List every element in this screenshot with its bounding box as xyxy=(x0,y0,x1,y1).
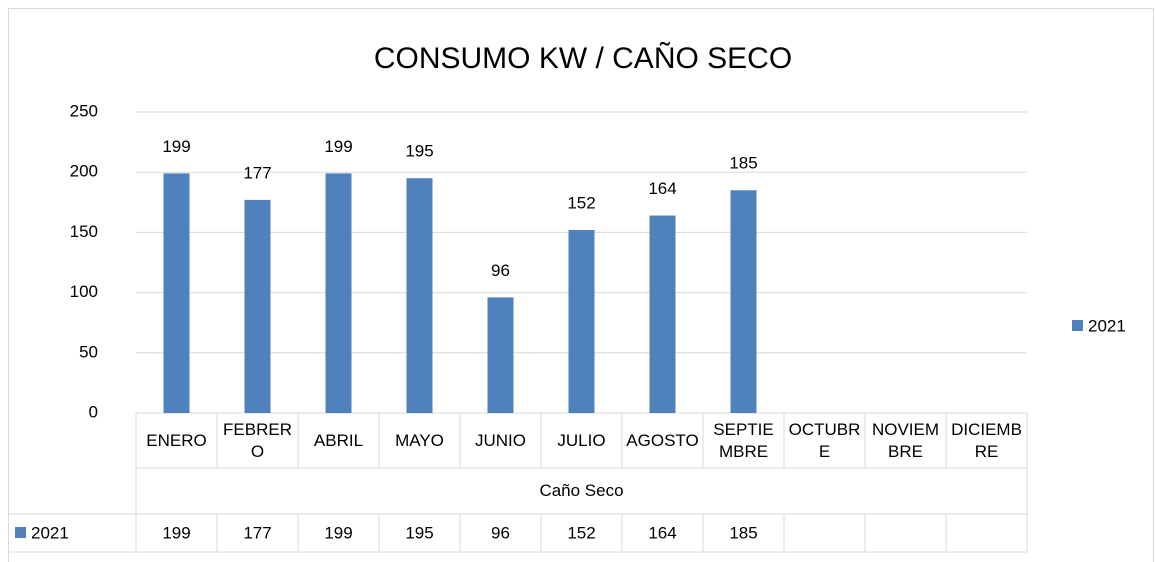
bar xyxy=(244,199,271,413)
table-value: 195 xyxy=(405,523,433,542)
data-label: 199 xyxy=(324,137,352,156)
legend-key xyxy=(1072,320,1083,331)
x-tick-label: OCTUBRE xyxy=(788,419,861,461)
table-value: 185 xyxy=(729,523,757,542)
data-label: 199 xyxy=(162,137,190,156)
chart-title: CONSUMO KW / CAÑO SECO xyxy=(374,41,792,75)
bar xyxy=(406,178,433,413)
bar xyxy=(568,229,595,413)
data-label: 96 xyxy=(491,261,510,280)
data-label: 185 xyxy=(729,154,757,173)
x-tick-label: MAYO xyxy=(395,430,444,450)
x-tick-label: AGOSTO xyxy=(626,430,699,450)
bar xyxy=(649,215,676,413)
data-label: 195 xyxy=(405,142,433,161)
table-value: 164 xyxy=(648,523,676,542)
x-tick-label: FEBRERO xyxy=(223,419,292,461)
table-value: 199 xyxy=(162,523,190,542)
legend-label: 2021 xyxy=(1088,316,1126,335)
y-tick-label: 100 xyxy=(70,282,98,301)
x-tick-label: JULIO xyxy=(557,430,606,450)
x-tick-label: SEPTIEMBRE xyxy=(713,419,774,461)
y-tick-label: 250 xyxy=(70,101,98,120)
y-tick-label: 150 xyxy=(70,222,98,241)
table-value: 96 xyxy=(491,523,510,542)
data-label: 152 xyxy=(567,193,595,212)
category-group-label: Caño Seco xyxy=(539,481,624,500)
y-tick-label: 200 xyxy=(70,162,98,181)
chart-border xyxy=(8,8,1154,562)
table-value: 199 xyxy=(324,523,352,542)
x-tick-label: ABRIL xyxy=(313,430,364,450)
x-tick-label: ENERO xyxy=(146,430,207,450)
bar xyxy=(163,173,190,413)
table-value: 152 xyxy=(567,523,595,542)
x-tick-label: NOVIEMBRE xyxy=(871,419,940,461)
bar xyxy=(487,297,514,413)
table-series-name: 2021 xyxy=(31,523,69,542)
x-tick-label: JUNIO xyxy=(475,430,526,450)
data-label: 177 xyxy=(243,163,271,182)
bar xyxy=(730,190,757,413)
y-tick-label: 50 xyxy=(79,342,98,361)
table-value: 177 xyxy=(243,523,271,542)
data-label: 164 xyxy=(648,179,676,198)
table-legend-key xyxy=(15,527,26,538)
y-tick-label: 0 xyxy=(89,402,98,421)
x-tick-label: DICIEMBRE xyxy=(951,419,1022,461)
bar xyxy=(325,173,352,413)
